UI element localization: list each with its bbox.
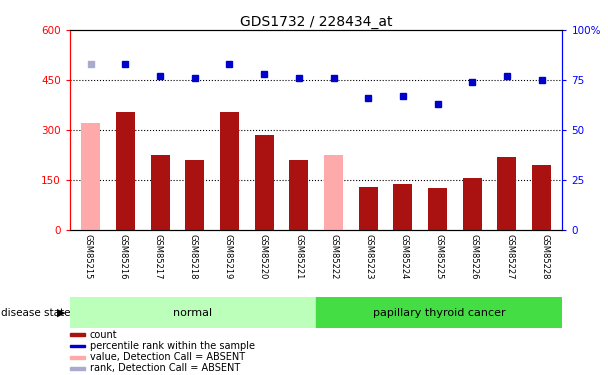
Bar: [359, 187, 378, 230]
Text: normal: normal: [173, 308, 213, 318]
Bar: [463, 178, 482, 230]
Text: GSM85227: GSM85227: [505, 234, 514, 279]
Bar: [289, 160, 308, 230]
Text: GSM85228: GSM85228: [541, 234, 549, 279]
Bar: [70, 356, 85, 358]
Text: GSM85218: GSM85218: [188, 234, 198, 279]
Text: GSM85222: GSM85222: [330, 234, 338, 279]
Bar: [185, 160, 204, 230]
Bar: [428, 188, 447, 230]
Title: GDS1732 / 228434_at: GDS1732 / 228434_at: [240, 15, 392, 29]
Text: GSM85224: GSM85224: [399, 234, 409, 279]
Text: percentile rank within the sample: percentile rank within the sample: [89, 341, 255, 351]
Text: disease state: disease state: [1, 308, 71, 318]
Bar: [532, 165, 551, 230]
Bar: [393, 184, 412, 230]
Text: value, Detection Call = ABSENT: value, Detection Call = ABSENT: [89, 352, 245, 362]
Bar: [324, 155, 343, 230]
Text: GSM85216: GSM85216: [118, 234, 127, 279]
Text: GSM85226: GSM85226: [470, 234, 479, 279]
Text: GSM85225: GSM85225: [435, 234, 444, 279]
Text: ▶: ▶: [57, 308, 65, 318]
Bar: [151, 155, 170, 230]
Bar: [497, 157, 516, 230]
Text: GSM85219: GSM85219: [224, 234, 233, 279]
Text: GSM85221: GSM85221: [294, 234, 303, 279]
Bar: [70, 297, 316, 328]
Bar: [81, 123, 100, 230]
Bar: [316, 297, 562, 328]
Bar: [70, 333, 85, 336]
Text: rank, Detection Call = ABSENT: rank, Detection Call = ABSENT: [89, 363, 240, 374]
Bar: [70, 367, 85, 370]
Bar: [116, 112, 135, 230]
Text: papillary thyroid cancer: papillary thyroid cancer: [373, 308, 506, 318]
Bar: [255, 135, 274, 230]
Bar: [220, 112, 239, 230]
Text: GSM85215: GSM85215: [83, 234, 92, 279]
Text: GSM85223: GSM85223: [364, 234, 373, 279]
Text: count: count: [89, 330, 117, 340]
Text: GSM85217: GSM85217: [153, 234, 162, 279]
Text: GSM85220: GSM85220: [259, 234, 268, 279]
Bar: [70, 345, 85, 347]
